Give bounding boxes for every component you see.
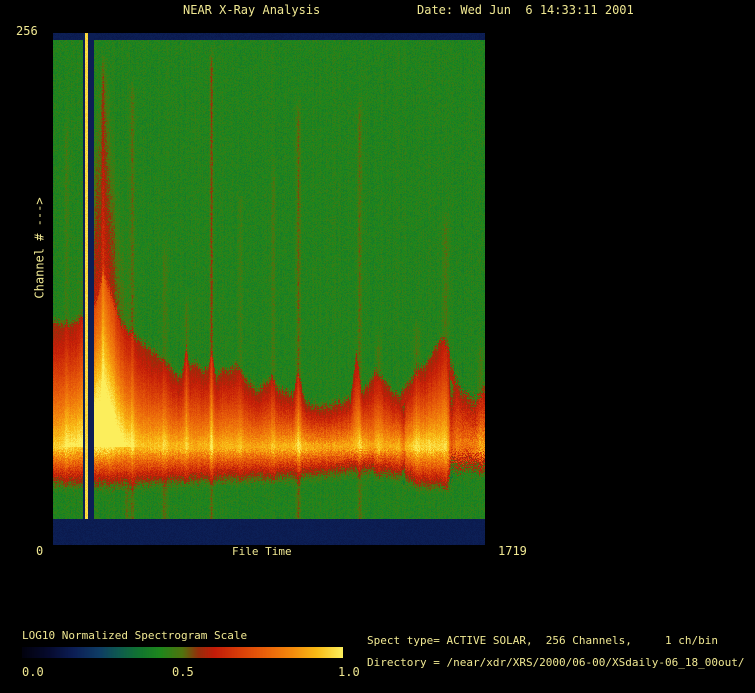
colorbar-tick-min: 0.0 xyxy=(22,665,44,679)
spectrogram-image xyxy=(53,33,485,545)
date-label: Date: Wed Jun 6 14:33:11 2001 xyxy=(417,3,634,17)
directory-info: Directory = /near/xdr/XRS/2000/06-00/XSd… xyxy=(367,656,745,669)
window-title: NEAR X-Ray Analysis xyxy=(183,3,321,17)
y-axis-max-label: 256 xyxy=(16,24,38,38)
spect-type-info: Spect type= ACTIVE SOLAR, 256 Channels, … xyxy=(367,634,718,647)
colorbar-tick-mid: 0.5 xyxy=(172,665,194,679)
x-axis-min-label: 0 xyxy=(36,544,44,558)
colorbar-tick-max: 1.0 xyxy=(338,665,360,679)
x-axis-title: File Time xyxy=(232,545,292,558)
x-axis-max-label: 1719 xyxy=(498,544,527,558)
y-axis-title: Channel # ---> xyxy=(32,197,47,299)
colorbar-title: LOG10 Normalized Spectrogram Scale xyxy=(22,629,248,642)
colorbar-gradient xyxy=(22,647,343,658)
